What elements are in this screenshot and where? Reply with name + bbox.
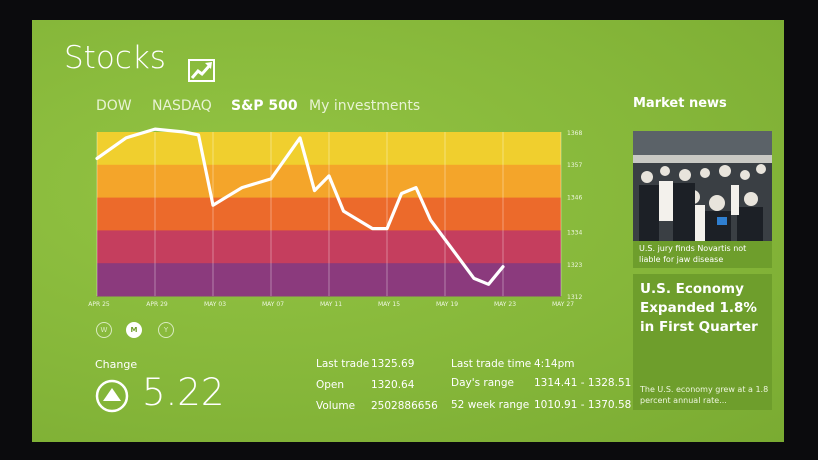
chart-band (97, 263, 561, 297)
x-tick-label: MAY 23 (494, 301, 516, 308)
open-value: 1320.64 (371, 379, 415, 391)
last-trade-time-label: Last trade time (451, 358, 532, 370)
open-label: Open (316, 379, 345, 391)
last-trade-time-value: 4:14pm (534, 358, 575, 370)
change-value: 5.22 (142, 371, 225, 414)
volume-value: 2502886656 (371, 400, 438, 412)
change-label: Change (95, 358, 138, 371)
x-tick-label: APR 25 (88, 301, 110, 308)
chart-band (97, 230, 561, 264)
range-year-button[interactable]: Y (158, 322, 174, 338)
range-week-button[interactable]: W (96, 322, 112, 338)
up-arrow-circle-icon (95, 379, 129, 413)
chart-band (97, 132, 561, 166)
sp500-price-line (95, 127, 505, 286)
range-month-button[interactable]: M (126, 322, 142, 338)
tab-dow[interactable]: DOW (96, 98, 132, 114)
y-tick-label: 1334 (567, 230, 582, 237)
y-tick-label: 1312 (567, 294, 582, 301)
volume-label: Volume (316, 400, 356, 412)
news-summary: The U.S. economy grew at a 1.8 percent a… (640, 385, 769, 405)
week52-range-label: 52 week range (451, 399, 530, 411)
week52-range-value: 1010.91 - 1370.58 (534, 399, 632, 411)
news-item-novartis[interactable]: U.S. jury finds Novartis not liable for … (633, 131, 772, 268)
chart-band (97, 197, 561, 231)
trading-floor-photo (633, 131, 772, 241)
last-trade-value: 1325.69 (371, 358, 415, 370)
chart-band (97, 164, 561, 199)
days-range-label: Day's range (451, 377, 514, 389)
market-news-heading: Market news (633, 96, 727, 111)
news-headline: U.S. Economy Expanded 1.8% in First Quar… (640, 281, 758, 335)
y-tick-label: 1346 (567, 194, 582, 201)
x-tick-label: MAY 11 (320, 301, 342, 308)
trend-chart-icon (188, 59, 215, 82)
last-trade-label: Last trade (316, 358, 370, 370)
y-tick-label: 1357 (567, 162, 582, 169)
x-tick-label: MAY 07 (262, 301, 284, 308)
x-tick-label: MAY 27 (552, 301, 574, 308)
y-tick-label: 1368 (567, 130, 582, 137)
tab-sp500[interactable]: S&P 500 (231, 98, 298, 114)
x-tick-label: APR 29 (146, 301, 168, 308)
days-range-value: 1314.41 - 1328.51 (534, 377, 632, 389)
tab-my-investments[interactable]: My investments (309, 98, 421, 114)
page-title: Stocks (64, 40, 166, 76)
x-tick-label: MAY 15 (378, 301, 400, 308)
y-tick-label: 1323 (567, 262, 582, 269)
news-caption: U.S. jury finds Novartis not liable for … (639, 244, 747, 264)
tab-nasdaq[interactable]: NASDAQ (152, 98, 212, 114)
x-tick-label: MAY 03 (204, 301, 226, 308)
news-item-us-economy[interactable]: U.S. Economy Expanded 1.8% in First Quar… (633, 274, 772, 410)
x-tick-label: MAY 19 (436, 301, 458, 308)
